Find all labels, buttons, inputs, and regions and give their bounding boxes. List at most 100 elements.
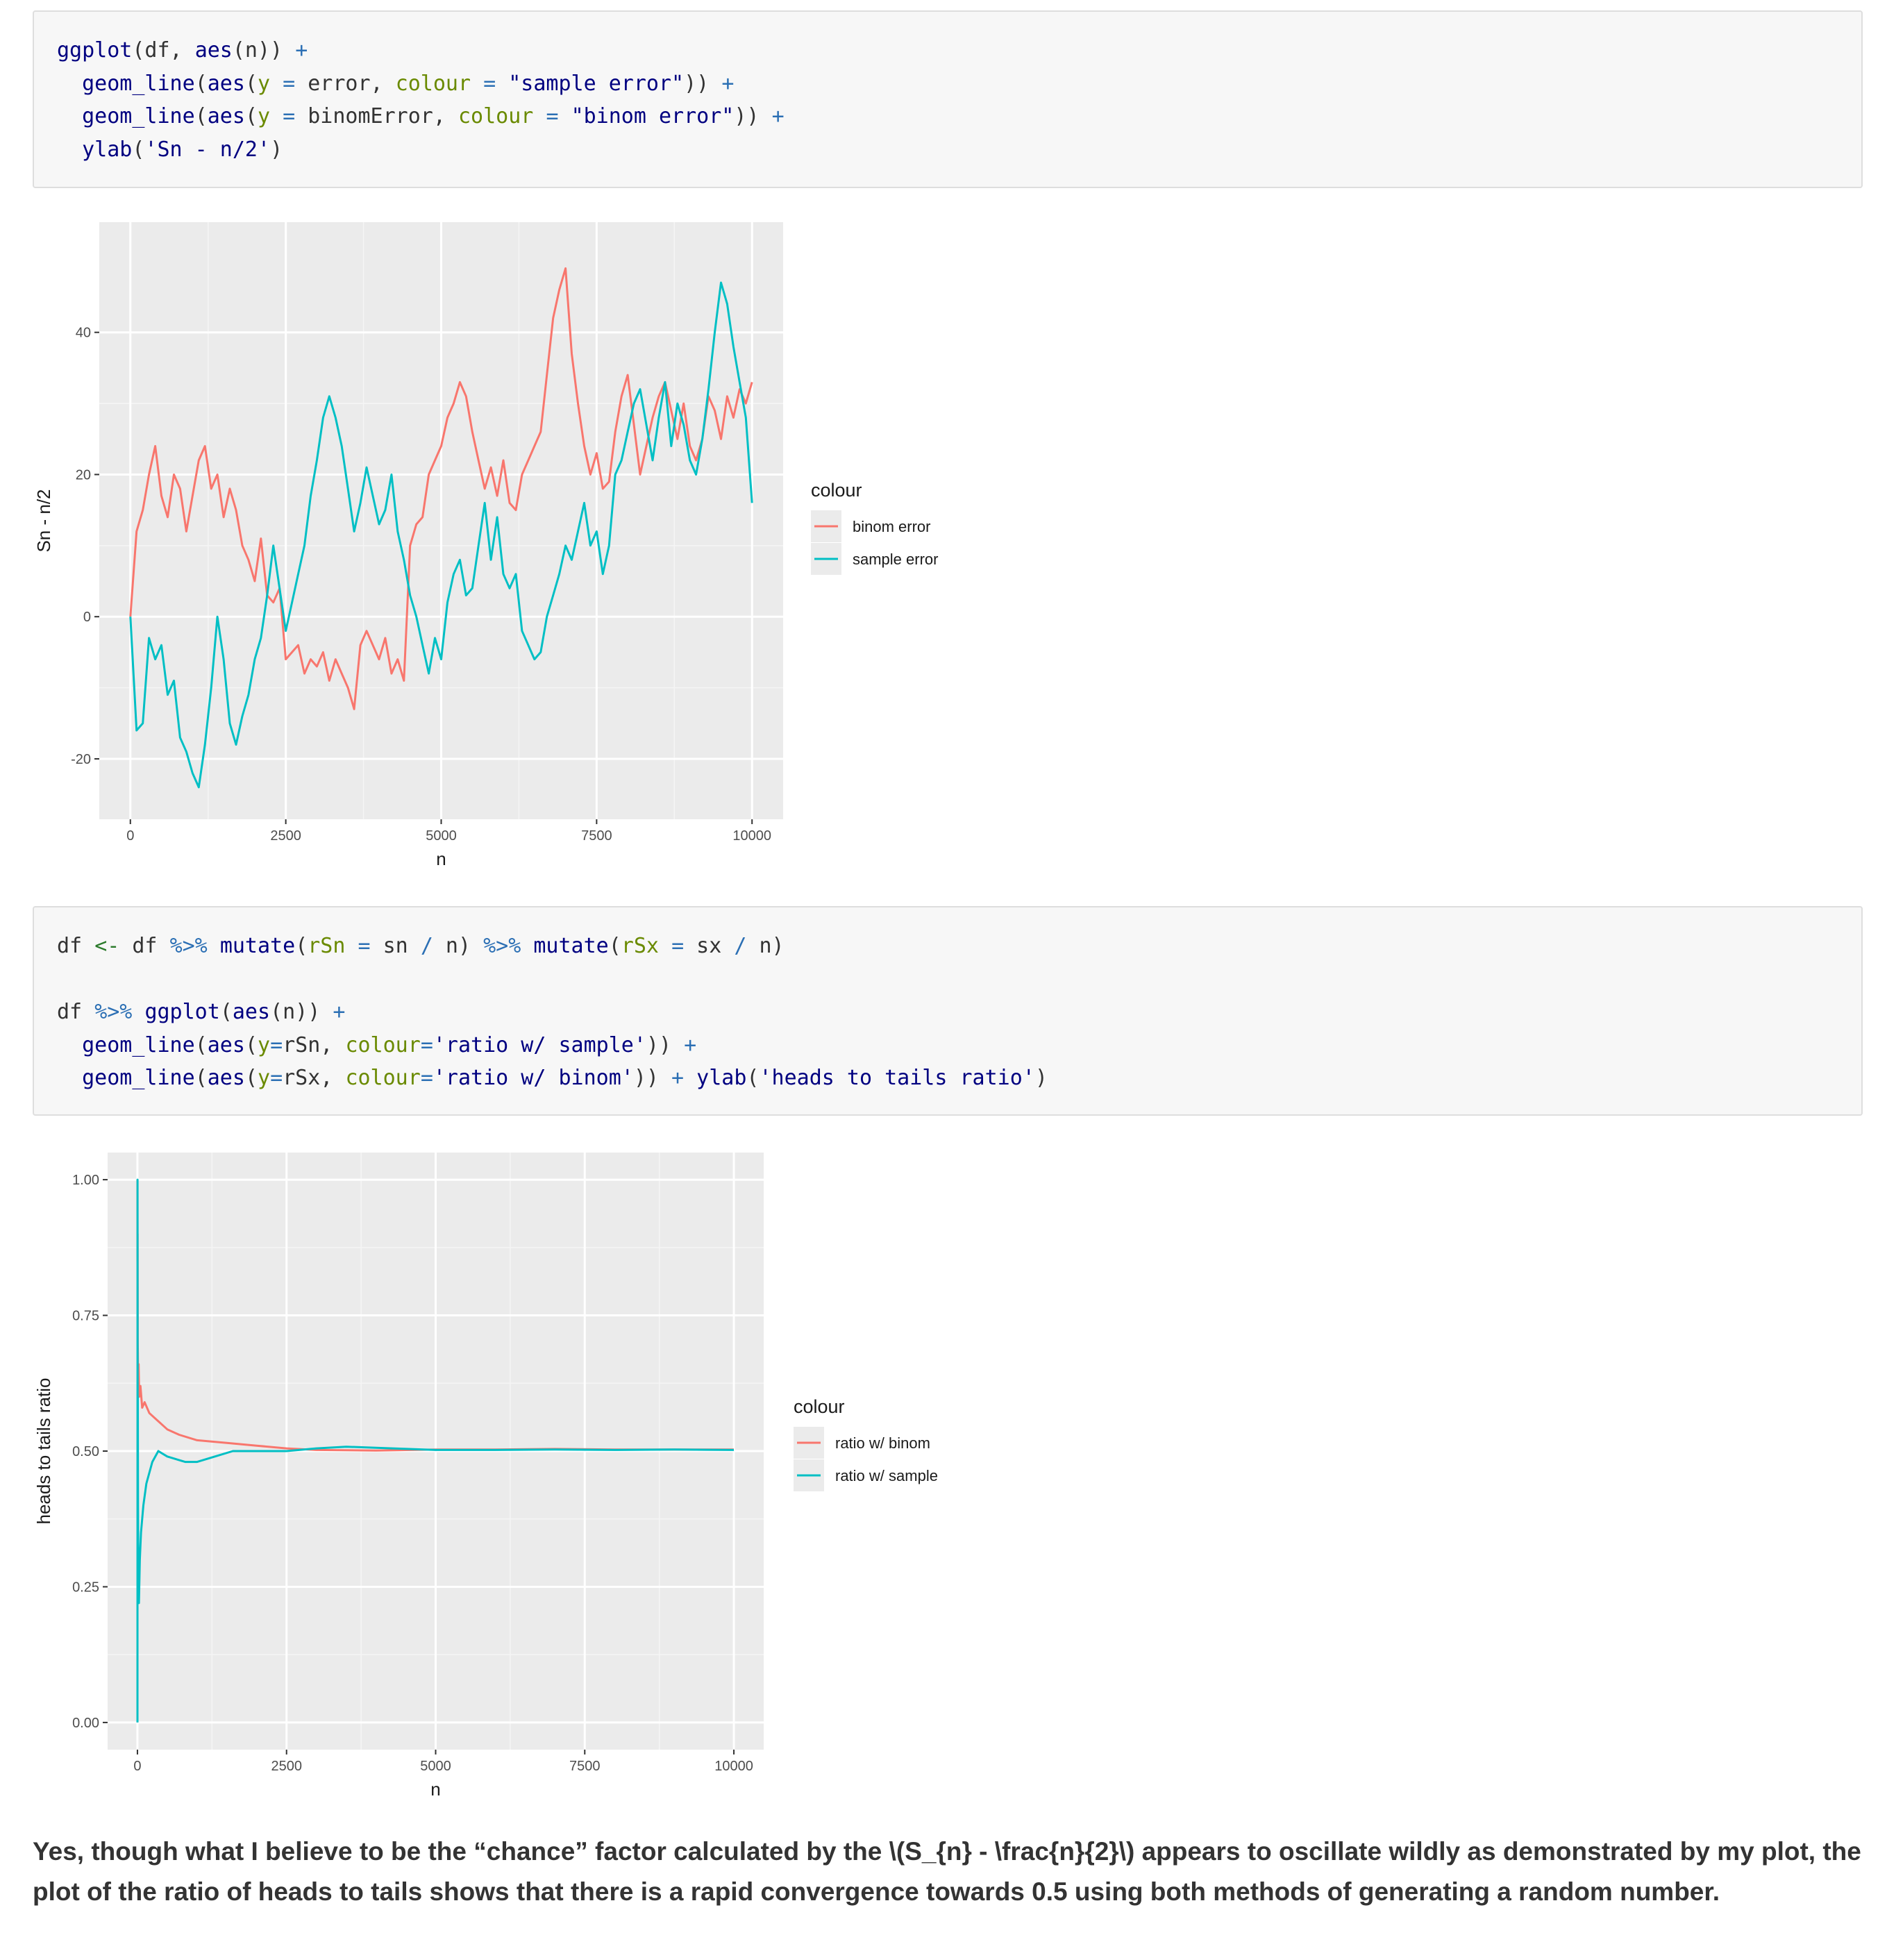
y-tick-label: 0.75 [72,1309,99,1324]
x-tick-label: 10000 [732,828,771,844]
code-token: aes [232,1000,271,1024]
code-line: df %>% ggplot(aes(n)) + [57,996,1861,1029]
code-token [559,104,571,128]
code-token: colour [458,104,534,128]
code-token: ) [1034,1066,1048,1090]
code-token: = [270,1032,283,1057]
code-line: geom_line(aes(y = binomError, colour = "… [57,100,1861,133]
legend-label: binom error [853,518,930,535]
code-token: rSx [621,934,659,958]
code-token: df [57,1000,95,1024]
code-token: + [771,104,785,128]
code-token: ) [270,137,283,162]
code-token [684,1066,696,1090]
code-token: %>% [483,934,521,958]
x-tick-label: 10000 [714,1759,753,1774]
code-line: df <- df %>% mutate(rSn = sn / n) %>% mu… [57,930,1861,963]
code-line: geom_line(aes(y=rSn, colour='ratio w/ sa… [57,1029,1861,1062]
code-token: n) [433,934,484,958]
code-token: ( [194,104,208,128]
code-token: aes [207,1066,245,1090]
x-tick-label: 0 [126,828,134,844]
code-token: = [270,1066,283,1090]
code-block-ggplot-ratios: df <- df %>% mutate(rSn = sn / n) %>% mu… [33,906,1863,1116]
code-token: ( [132,137,145,162]
legend-title: colour [794,1396,845,1417]
x-tick-label: 7500 [581,828,612,844]
code-token: mutate [219,934,296,958]
code-token: ( [219,1000,233,1024]
x-axis-title: n [430,1779,440,1800]
code-token: colour [395,71,471,96]
code-token: ( [244,71,258,96]
code-token: rSn, [283,1032,346,1057]
ratio-line-chart: 0 2500 5000 7500 10000 0.00 0.25 0.50 0.75 1.00 n h… [33,1153,938,1800]
code-token: )) [734,104,772,128]
code-token: + [671,1066,685,1090]
x-tick-label: 0 [133,1759,141,1774]
x-tick-label: 2500 [270,828,301,844]
x-tick-label: 5000 [420,1759,451,1774]
y-tick-label: 1.00 [72,1173,99,1188]
code-token: = [546,104,559,128]
y-tick-label: 0 [83,610,91,625]
code-token: = [420,1066,433,1090]
code-token: sn [370,934,421,958]
code-token: ( [194,71,208,96]
code-token: %>% [94,1000,133,1024]
y-tick-label: 40 [76,326,91,341]
code-line [57,963,1861,996]
code-token: = [358,934,371,958]
y-tick-label: -20 [71,752,91,767]
code-token: error, [295,71,396,96]
code-token: binomError, [295,104,458,128]
code-token [471,72,483,96]
code-token: rSx, [283,1066,346,1090]
code-token: df [57,934,95,958]
code-token: )) [684,71,722,96]
code-token [533,104,546,128]
code-token: y [258,1066,271,1090]
code-token [521,934,533,958]
code-token: 'ratio w/ sample' [433,1032,646,1057]
code-token: aes [207,1032,245,1057]
legend-label: ratio w/ binom [835,1434,930,1452]
conclusion-paragraph: Yes, though what I believe to be the “ch… [33,1837,1861,1906]
code-block-ggplot-errors: ggplot(df, aes(n)) + geom_line(aes(y = e… [33,10,1863,188]
code-token: ( [608,934,621,958]
code-token: (n)) [232,38,296,62]
code-token: y [258,104,271,128]
code-token [208,934,220,958]
code-token: ggplot [57,38,133,62]
code-token: geom_line [82,1066,195,1090]
y-axis-title: heads to tails ratio [33,1377,54,1524]
code-token: n) [746,934,785,958]
series-line-ratio-w-sample [136,1178,735,1723]
y-tick-label: 20 [76,467,91,483]
y-tick-label: 0.50 [72,1444,99,1459]
code-token: geom_line [82,1032,195,1057]
code-token: geom_line [82,71,195,96]
code-token: ( [194,1066,208,1090]
code-line: geom_line(aes(y=rSx, colour='ratio w/ bi… [57,1062,1861,1095]
code-token: y [258,1032,271,1057]
legend-label: sample error [853,551,938,568]
code-token: ( [244,1032,258,1057]
y-tick-label: 0.25 [72,1580,99,1595]
legend-label: ratio w/ sample [835,1467,938,1484]
code-token: 'ratio w/ binom' [433,1066,634,1090]
code-token [132,1000,144,1024]
code-token [270,72,283,96]
code-token: = [483,71,496,96]
code-token: ( [244,1066,258,1090]
code-token: "binom error" [571,104,735,128]
code-token: aes [194,38,233,62]
code-token: + [684,1032,697,1057]
code-token: = [671,934,685,958]
code-token: (df, [132,38,195,62]
code-token: )) [646,1032,685,1057]
code-token: / [420,934,433,958]
code-token: "sample error" [508,71,685,96]
x-tick-label: 5000 [426,828,457,844]
code-token [57,104,82,128]
